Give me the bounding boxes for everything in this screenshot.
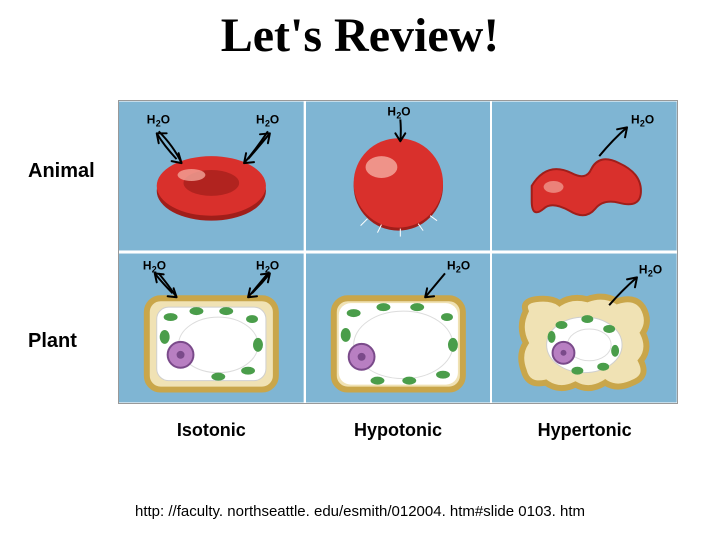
svg-text:O: O	[401, 104, 410, 118]
cell-grid: H 2 O H 2 O	[118, 100, 678, 404]
svg-text:O: O	[653, 262, 662, 276]
cell-animal-hypertonic: H 2 O	[492, 101, 677, 251]
svg-text:H: H	[256, 258, 265, 272]
svg-text:H: H	[639, 262, 648, 276]
col-label-isotonic: Isotonic	[118, 420, 305, 441]
col-label-hypertonic: Hypertonic	[491, 420, 678, 441]
cell-plant-hypertonic: H 2 O	[492, 253, 677, 403]
source-url-text: http: //faculty. northseattle. edu/esmit…	[0, 503, 720, 520]
svg-text:H: H	[147, 112, 156, 126]
svg-text:H: H	[447, 258, 456, 272]
col-label-hypotonic: Hypotonic	[305, 420, 492, 441]
row-label-animal: Animal	[28, 160, 95, 183]
svg-text:H: H	[143, 258, 152, 272]
svg-text:H: H	[387, 104, 396, 118]
cell-plant-hypotonic: H 2 O	[306, 253, 491, 403]
svg-text:H: H	[631, 112, 640, 126]
cell-plant-isotonic: H 2 O H 2 O	[119, 253, 304, 403]
svg-text:O: O	[270, 112, 279, 126]
svg-text:O: O	[157, 258, 166, 272]
cell-animal-isotonic: H 2 O H 2 O	[119, 101, 304, 251]
svg-text:H: H	[256, 112, 265, 126]
svg-text:O: O	[270, 258, 279, 272]
column-labels: Isotonic Hypotonic Hypertonic	[118, 420, 678, 441]
svg-text:O: O	[461, 258, 470, 272]
page-title: Let's Review!	[0, 0, 720, 63]
svg-text:O: O	[645, 112, 654, 126]
row-label-plant: Plant	[28, 330, 77, 353]
cell-animal-hypotonic: H 2 O	[306, 101, 491, 251]
svg-text:O: O	[161, 112, 170, 126]
